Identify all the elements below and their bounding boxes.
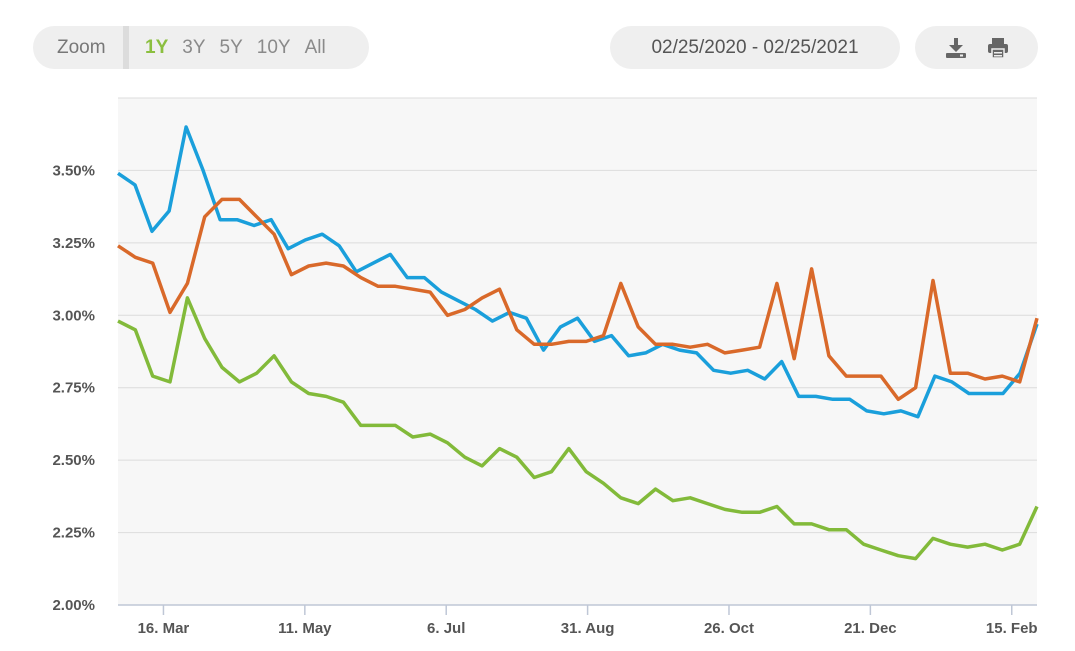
x-axis-ticks: 16. Mar 11. May 6. Jul 31. Aug 26. Oct 21. De… (138, 605, 1038, 637)
zoom-all-button[interactable]: All (304, 36, 326, 58)
zoom-10y-button[interactable]: 10Y (256, 36, 291, 58)
zoom-label: Zoom (57, 36, 106, 58)
date-range-picker[interactable]: 02/25/2020 - 02/25/2021 (610, 26, 900, 69)
blue-series-line (117, 125, 1039, 419)
print-icon[interactable] (985, 35, 1011, 61)
x-tick-label: 21. Dec (844, 620, 897, 637)
x-tick-label: 15. Feb (986, 620, 1038, 637)
zoom-5y-button[interactable]: 5Y (219, 36, 243, 58)
zoom-bar: Zoom 1Y 3Y 5Y 10Y All (33, 26, 369, 69)
x-tick-label: 26. Oct (704, 620, 754, 637)
y-tick-label: 2.75% (52, 380, 95, 397)
y-axis-ticks: 2.00% 2.25% 2.50% 2.75% 3.00% 3.25% 3.50% (52, 162, 95, 614)
green-series-line (117, 296, 1039, 561)
orange-series-line (117, 197, 1039, 402)
export-controls (915, 26, 1038, 69)
plot-background (118, 98, 1037, 605)
y-tick-label: 3.25% (52, 235, 95, 252)
x-tick-label: 6. Jul (427, 620, 465, 637)
y-tick-label: 3.00% (52, 307, 95, 324)
y-tick-label: 2.00% (52, 597, 95, 614)
y-tick-label: 2.50% (52, 452, 95, 469)
x-tick-label: 31. Aug (561, 620, 615, 637)
zoom-separator (123, 26, 129, 69)
x-tick-label: 11. May (278, 620, 332, 637)
x-tick-label: 16. Mar (138, 620, 190, 637)
series-lines (117, 125, 1039, 561)
download-icon[interactable] (943, 35, 969, 61)
zoom-1y-button[interactable]: 1Y (145, 36, 169, 58)
y-tick-label: 2.25% (52, 525, 95, 542)
y-tick-label: 3.50% (52, 162, 95, 179)
zoom-3y-button[interactable]: 3Y (182, 36, 206, 58)
